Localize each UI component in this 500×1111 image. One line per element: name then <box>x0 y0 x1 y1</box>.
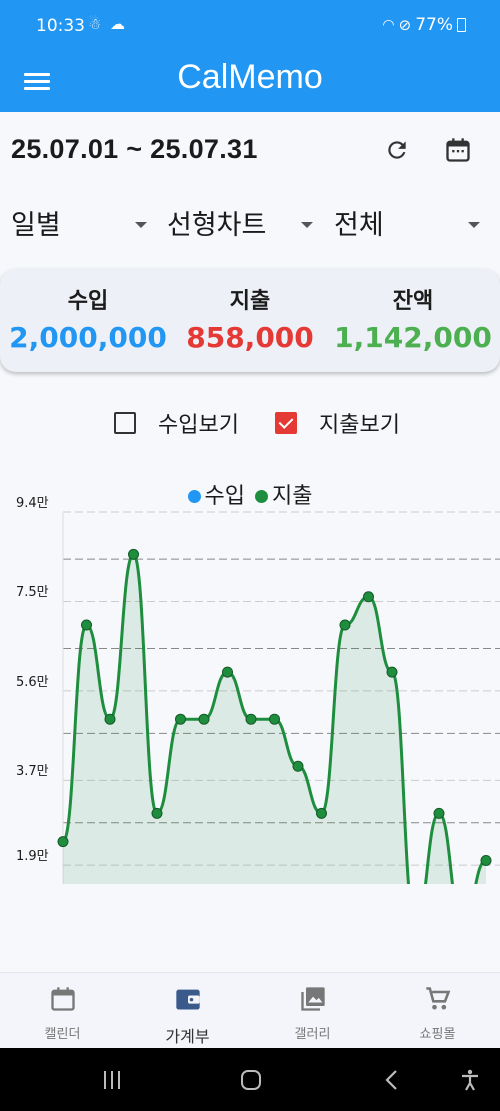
expense-data-point[interactable] <box>151 807 163 819</box>
chevron-down-icon <box>301 222 313 228</box>
show-expense-toggle[interactable]: 지출보기 <box>275 408 400 438</box>
status-time: 10:33 <box>36 16 85 36</box>
home-icon[interactable] <box>240 1069 262 1091</box>
y-tick-label: 5.6만 <box>16 674 49 690</box>
expense-data-point[interactable] <box>292 760 304 772</box>
balance-summary: 잔액 1,142,000 <box>330 269 496 354</box>
legend-income-dot <box>187 490 201 503</box>
y-tick-label: 9.4만 <box>16 496 49 511</box>
chevron-down-icon <box>135 222 147 228</box>
legend-income: 수입 <box>187 478 245 510</box>
legend-income-label: 수입 <box>204 484 245 509</box>
income-value: 2,000,000 <box>9 321 167 354</box>
show-income-label: 수입보기 <box>158 413 239 438</box>
chevron-down-icon <box>468 222 480 228</box>
expense-data-point[interactable] <box>480 854 492 866</box>
notification-icon: ☃ <box>88 15 102 33</box>
legend-expense-label: 지출 <box>272 484 313 509</box>
expense-data-point[interactable] <box>175 713 186 725</box>
expense-data-point[interactable] <box>104 713 116 725</box>
recents-icon[interactable] <box>102 1070 122 1090</box>
balance-value: 1,142,000 <box>334 321 492 354</box>
accessibility-icon[interactable] <box>458 1068 482 1092</box>
nav-calendar[interactable]: 캘린더 <box>0 973 125 1042</box>
battery-level: 77% <box>415 15 453 35</box>
filter-value: 전체 <box>334 210 384 241</box>
expense-data-point[interactable] <box>339 619 351 631</box>
status-bar: 10:33 ☃ ☁ ◠ ⊘ 77% <box>0 0 500 56</box>
y-tick-label: 3.7만 <box>16 764 49 780</box>
wifi-icon: ◠ <box>382 17 395 33</box>
balance-label: 잔액 <box>392 289 434 314</box>
expense-data-point[interactable] <box>433 807 445 819</box>
nav-ledger-label: 가계부 <box>165 1027 210 1046</box>
chart-legend: 수입 지출 <box>0 478 500 510</box>
expense-data-point[interactable] <box>57 836 69 848</box>
expense-data-point[interactable] <box>198 713 210 725</box>
expense-area <box>63 554 486 884</box>
expense-summary: 지출 858,000 <box>167 269 333 354</box>
system-nav-bar <box>0 1048 500 1111</box>
bottom-navigation: 캘린더 가계부 갤러리 쇼핑몰 <box>0 972 500 1049</box>
income-checkbox[interactable] <box>114 412 136 434</box>
gallery-icon <box>300 987 325 1011</box>
nav-shop-label: 쇼핑몰 <box>419 1027 456 1042</box>
app-title: CalMemo <box>177 58 323 96</box>
period-dropdown[interactable]: 일별 <box>11 203 151 243</box>
nav-ledger[interactable]: 가계부 <box>125 973 250 1047</box>
battery-icon <box>457 18 466 32</box>
nav-gallery[interactable]: 갤러리 <box>250 973 375 1042</box>
filter-dropdown[interactable]: 전체 <box>334 203 484 243</box>
expense-data-point[interactable] <box>386 666 398 678</box>
expense-value: 858,000 <box>186 321 314 354</box>
weather-icon: ☁ <box>110 15 125 33</box>
expense-data-point[interactable] <box>316 807 327 819</box>
summary-card: 수입 2,000,000 지출 858,000 잔액 1,142,000 <box>0 269 500 372</box>
income-summary: 수입 2,000,000 <box>5 269 171 354</box>
expense-data-point[interactable] <box>81 619 92 631</box>
show-income-toggle[interactable]: 수입보기 <box>114 408 239 438</box>
income-label: 수입 <box>67 289 109 314</box>
chart-plot <box>57 511 500 884</box>
do-not-disturb-icon: ⊘ <box>398 16 412 34</box>
expense-data-point[interactable] <box>128 548 139 560</box>
period-value: 일별 <box>11 210 61 241</box>
expense-data-point[interactable] <box>269 713 280 725</box>
back-icon[interactable] <box>382 1069 402 1091</box>
app-bar: CalMemo <box>0 56 500 112</box>
menu-icon[interactable] <box>24 69 50 95</box>
y-tick-label: 1.9만 <box>16 849 49 865</box>
nav-shop[interactable]: 쇼핑몰 <box>375 973 500 1042</box>
expense-data-point[interactable] <box>245 713 257 725</box>
refresh-icon[interactable] <box>384 137 410 163</box>
calendar-icon <box>50 987 75 1011</box>
date-range[interactable]: 25.07.01 ~ 25.07.31 <box>11 134 258 164</box>
show-expense-label: 지출보기 <box>319 413 400 438</box>
wallet-icon <box>175 989 200 1010</box>
chart-type-dropdown[interactable]: 선형차트 <box>167 203 317 243</box>
cart-icon <box>425 987 450 1010</box>
line-chart: 9.4만 7.5만 5.6만 3.7만 1.9만 <box>0 496 500 900</box>
expense-data-point[interactable] <box>222 666 233 678</box>
nav-calendar-label: 캘린더 <box>44 1027 81 1042</box>
expense-data-point[interactable] <box>363 591 374 603</box>
nav-gallery-label: 갤러리 <box>294 1027 331 1042</box>
y-tick-label: 7.5만 <box>16 585 49 601</box>
expense-label: 지출 <box>229 289 271 314</box>
legend-expense-dot <box>255 490 268 503</box>
calendar-icon[interactable] <box>444 136 472 164</box>
status-right: ◠ ⊘ 77% <box>382 15 466 35</box>
chart-type-value: 선형차트 <box>167 210 267 241</box>
expense-checkbox[interactable] <box>275 412 297 434</box>
legend-expense: 지출 <box>255 478 312 510</box>
